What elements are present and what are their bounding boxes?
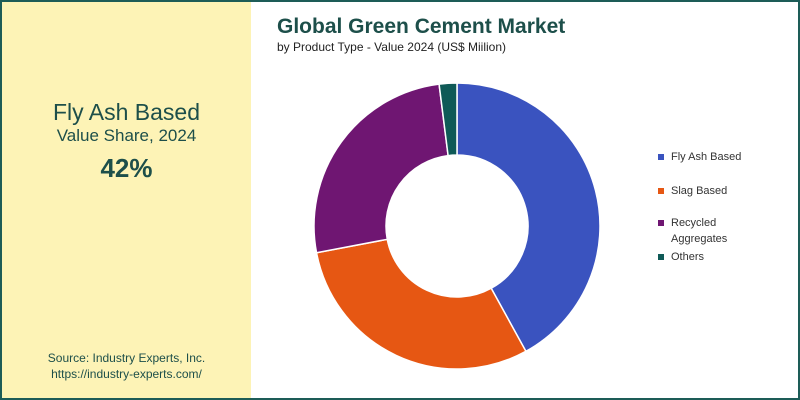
kpi-title: Fly Ash Based (52, 99, 201, 125)
legend-label: Others (671, 251, 705, 263)
donut-slice-recycled-aggregates (313, 83, 449, 254)
legend-swatch (658, 254, 664, 260)
legend-item-recycled-aggregates: Recycled Aggregates (658, 215, 751, 247)
legend-item-fly-ash-based: Fly Ash Based (658, 149, 751, 165)
donut-slice-slag-based (315, 238, 527, 370)
donut-chart (313, 82, 601, 370)
chart-title: Global Green Cement Market (277, 15, 566, 38)
kpi-subtitle: Value Share, 2024 (56, 126, 197, 145)
donut-slice-others (438, 82, 458, 157)
legend-item-others: Others (658, 249, 751, 265)
legend-label: Recycled Aggregates (671, 217, 728, 245)
source-label: Source: Industry Experts, Inc. (47, 351, 206, 365)
legend-label: Slag Based (671, 185, 728, 197)
legend-swatch (658, 154, 664, 160)
chart-subtitle: by Product Type - Value 2024 (US$ Miilio… (277, 40, 507, 54)
donut-slice-fly-ash-based (456, 82, 601, 353)
legend-swatch (658, 188, 664, 194)
legend-item-slag-based: Slag Based (658, 183, 751, 199)
kpi-value: 42% (100, 153, 153, 183)
legend-swatch (658, 220, 664, 226)
kpi-panel: Fly Ash Based Value Share, 2024 42% Sour… (2, 2, 251, 398)
legend-label: Fly Ash Based (671, 151, 742, 163)
source-url[interactable]: https://industry-experts.com/ (51, 367, 202, 381)
